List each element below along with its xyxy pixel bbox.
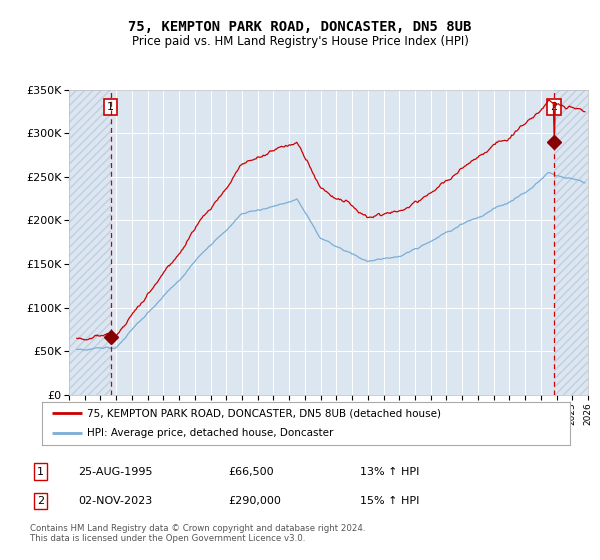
Text: HPI: Average price, detached house, Doncaster: HPI: Average price, detached house, Donc… <box>87 428 333 438</box>
Text: 02-NOV-2023: 02-NOV-2023 <box>78 496 152 506</box>
Text: 15% ↑ HPI: 15% ↑ HPI <box>360 496 419 506</box>
Text: This data is licensed under the Open Government Licence v3.0.: This data is licensed under the Open Gov… <box>30 534 305 543</box>
Text: 25-AUG-1995: 25-AUG-1995 <box>78 466 152 477</box>
Text: £290,000: £290,000 <box>228 496 281 506</box>
Text: £66,500: £66,500 <box>228 466 274 477</box>
Text: 2: 2 <box>550 102 557 112</box>
Text: Contains HM Land Registry data © Crown copyright and database right 2024.: Contains HM Land Registry data © Crown c… <box>30 524 365 533</box>
Text: Price paid vs. HM Land Registry's House Price Index (HPI): Price paid vs. HM Land Registry's House … <box>131 35 469 48</box>
Text: 13% ↑ HPI: 13% ↑ HPI <box>360 466 419 477</box>
Bar <box>69 90 110 395</box>
Text: 1: 1 <box>37 466 44 477</box>
Text: 75, KEMPTON PARK ROAD, DONCASTER, DN5 8UB: 75, KEMPTON PARK ROAD, DONCASTER, DN5 8U… <box>128 20 472 34</box>
Text: 2: 2 <box>37 496 44 506</box>
Text: 75, KEMPTON PARK ROAD, DONCASTER, DN5 8UB (detached house): 75, KEMPTON PARK ROAD, DONCASTER, DN5 8U… <box>87 408 441 418</box>
Text: 1: 1 <box>107 102 114 112</box>
Bar <box>554 90 588 395</box>
